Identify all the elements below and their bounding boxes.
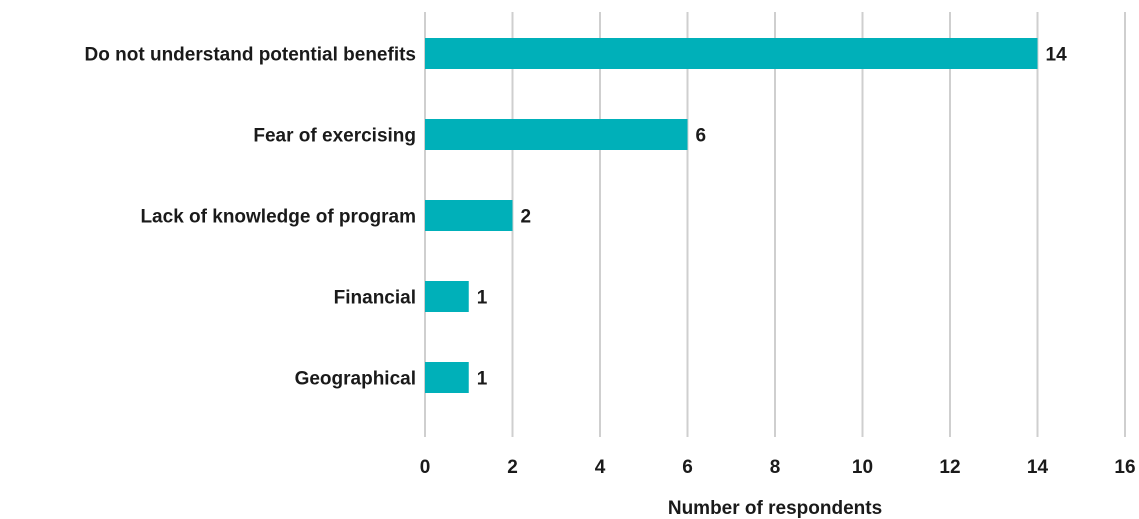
data-label: 6: [696, 126, 707, 147]
x-tick-label: 12: [939, 457, 960, 478]
category-label: Geographical: [295, 369, 416, 390]
category-label: Fear of exercising: [253, 126, 416, 147]
x-tick-label: 16: [1114, 457, 1135, 478]
data-labels: 14 6 2 1 1: [477, 45, 1067, 390]
data-label: 1: [477, 369, 488, 390]
x-tick-label: 4: [595, 457, 606, 478]
bars: [425, 38, 1038, 393]
data-label: 1: [477, 288, 488, 309]
bar: [425, 281, 469, 312]
x-axis-title: Number of respondents: [668, 498, 882, 519]
bar: [425, 200, 513, 231]
x-tick-label: 6: [682, 457, 693, 478]
gridlines: [424, 12, 1126, 437]
x-tick-label: 10: [852, 457, 873, 478]
x-tick-label: 14: [1027, 457, 1049, 478]
bar: [425, 119, 688, 150]
x-tick-label: 2: [507, 457, 518, 478]
category-label: Do not understand potential benefits: [85, 45, 416, 66]
category-label: Financial: [334, 288, 416, 309]
data-label: 14: [1046, 45, 1068, 66]
category-labels: Do not understand potential benefits Fear…: [85, 45, 416, 390]
x-tick-labels: 0 2 4 6 8 10 12 14 16: [420, 457, 1136, 478]
x-tick-label: 8: [770, 457, 781, 478]
bar: [425, 38, 1038, 69]
data-label: 2: [521, 207, 532, 228]
x-tick-label: 0: [420, 457, 431, 478]
category-label: Lack of knowledge of program: [140, 207, 416, 228]
bar: [425, 362, 469, 393]
